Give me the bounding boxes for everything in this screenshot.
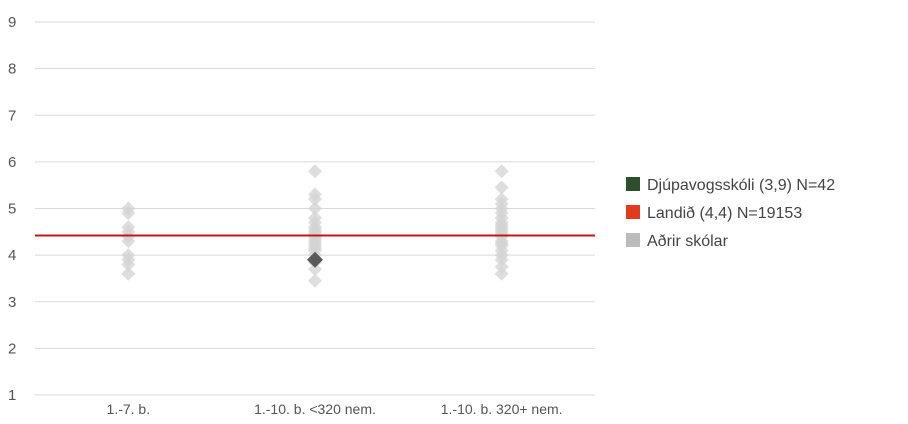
y-tick-label: 4 [8,247,16,264]
legend-label: Landið (4,4) N=19153 [647,205,802,222]
data-point-other-school [308,273,322,288]
data-point-other-school [121,248,136,263]
x-category-label: 1.-10. b. 320+ nem. [441,401,563,417]
y-tick-label: 7 [8,107,16,124]
y-tick-label: 5 [8,201,16,218]
data-point-other-school [308,164,322,179]
legend-label: Aðrir skólar [647,233,729,250]
x-axis-category-labels: 1.-7. b. 1.-10. b. <320 nem. 1.-10. b. 320… [107,401,563,417]
legend-swatch [626,233,640,247]
data-point-other-school [494,164,509,179]
y-tick-label: 2 [8,340,16,357]
series-school [307,251,323,268]
data-point-other-school [121,201,136,216]
series-other-schools [121,164,509,288]
data-point-other-school [494,180,509,195]
x-category-label: 1.-10. b. <320 nem. [254,401,376,417]
y-tick-label: 8 [8,61,16,78]
data-point-other-school [308,187,322,202]
y-tick-label: 1 [8,387,16,404]
legend-swatch [626,205,640,219]
data-point-other-school [121,266,136,281]
data-point-other-school [308,210,322,225]
data-point-school [307,251,323,268]
data-point-other-school [308,201,322,216]
legend-label: Djúpavogsskóli (3,9) N=42 [647,177,835,194]
legend: Djúpavogsskóli (3,9) N=42 Landið (4,4) N=… [626,177,835,250]
y-axis-tick-labels: 1 2 3 4 5 6 7 8 9 [8,14,16,404]
data-point-other-school [121,220,136,235]
data-point-other-school [494,192,509,207]
y-tick-label: 3 [8,294,16,311]
legend-swatch [626,177,640,191]
x-category-label: 1.-7. b. [107,401,151,417]
y-tick-label: 9 [8,14,16,31]
y-tick-label: 6 [8,154,16,171]
